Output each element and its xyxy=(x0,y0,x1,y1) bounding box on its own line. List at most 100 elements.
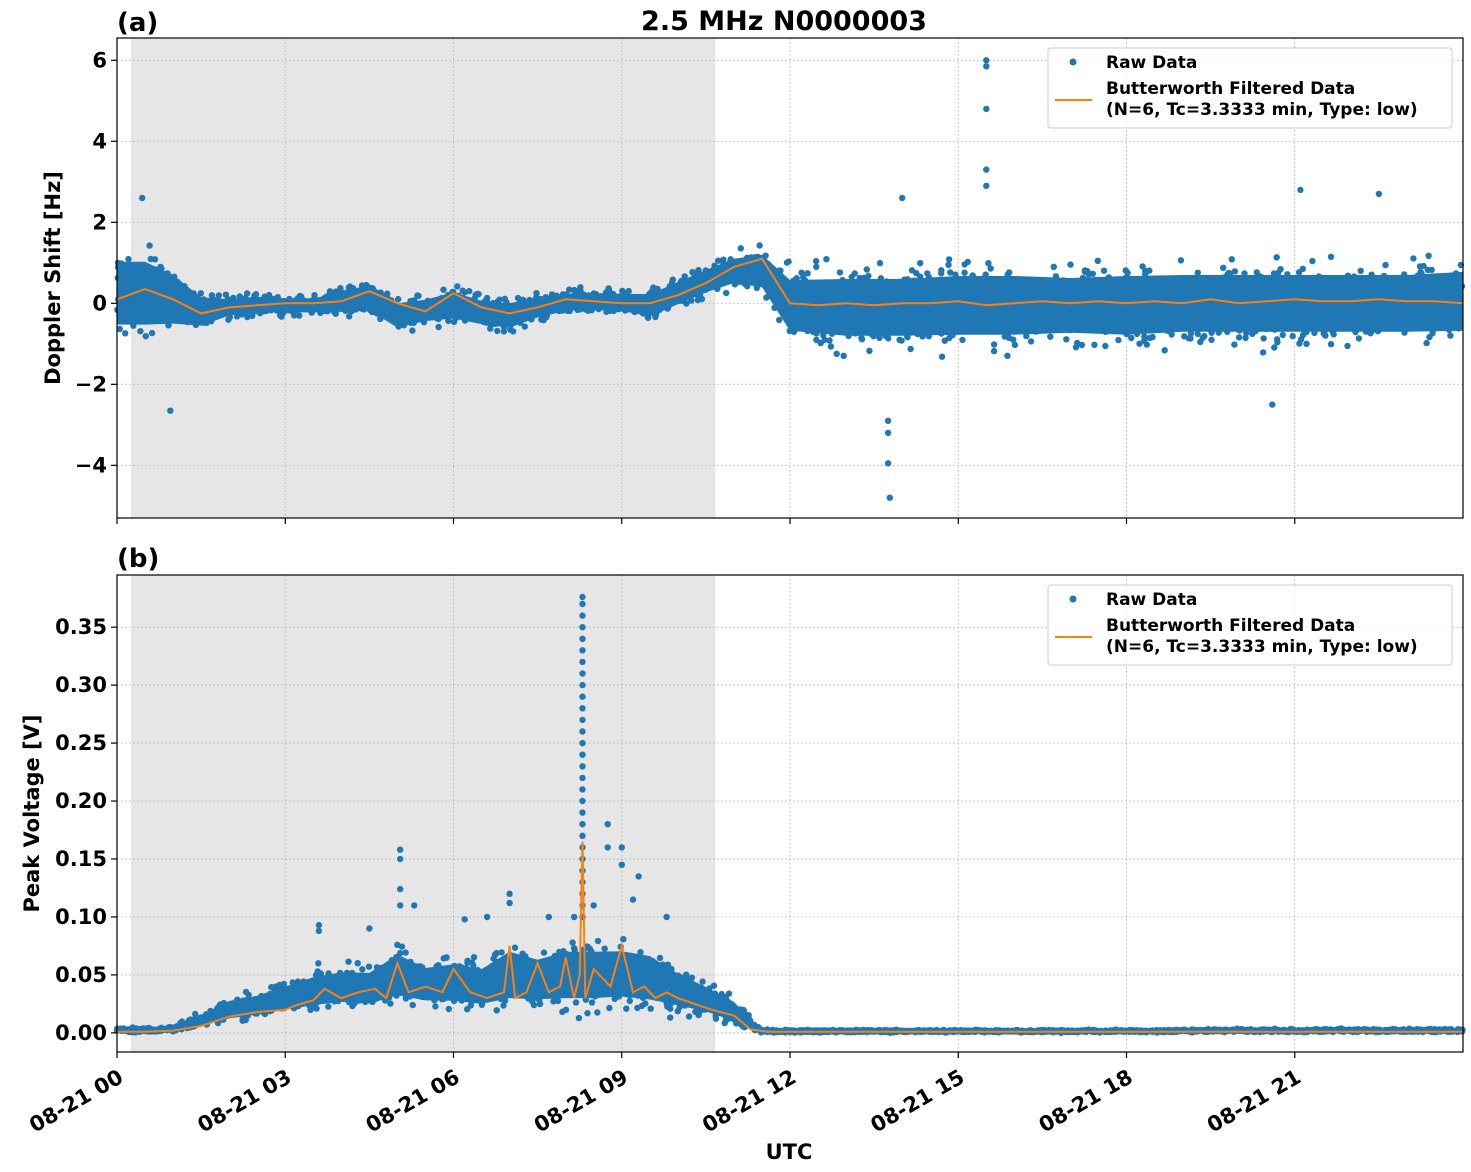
raw-data-point xyxy=(674,1008,681,1015)
raw-data-point xyxy=(959,336,966,344)
panel-b-voltage: 0.000.050.100.150.200.250.300.35 (b) Pea… xyxy=(20,544,1466,1164)
raw-data-outlier xyxy=(983,166,990,173)
raw-data-point xyxy=(365,963,373,970)
raw-data-point xyxy=(1231,341,1238,348)
raw-data-point xyxy=(272,983,279,990)
raw-data-point xyxy=(812,257,820,265)
raw-data-point xyxy=(865,272,872,280)
raw-data-point xyxy=(813,263,820,270)
raw-data-point xyxy=(122,330,129,337)
raw-data-point xyxy=(566,286,573,293)
raw-data-point xyxy=(737,245,744,252)
raw-data-point xyxy=(1289,332,1296,340)
raw-data-point xyxy=(1124,269,1131,277)
raw-data-outlier xyxy=(886,494,893,501)
raw-data-point xyxy=(723,289,730,297)
panel-a-raw-data xyxy=(114,57,1466,501)
raw-data-point xyxy=(1027,338,1035,345)
raw-data-point xyxy=(1047,333,1054,340)
raw-data-point xyxy=(1344,342,1351,350)
raw-data-point xyxy=(938,353,946,360)
raw-data-point xyxy=(315,960,322,967)
raw-data-point xyxy=(252,291,260,298)
raw-data-point xyxy=(1177,257,1185,264)
figure-title: 2.5 MHz N0000003 xyxy=(641,6,927,37)
raw-data-point xyxy=(721,1019,728,1027)
raw-data-point xyxy=(1231,268,1239,275)
raw-data-point xyxy=(823,256,830,263)
raw-data-point xyxy=(685,1013,693,1020)
raw-data-point xyxy=(1011,341,1019,349)
raw-data-point xyxy=(938,270,945,277)
raw-data-point xyxy=(1201,332,1208,340)
panel-a-legend-params: (N=6, Tc=3.3333 min, Type: low) xyxy=(1106,100,1418,120)
raw-data-point xyxy=(345,958,352,965)
raw-data-point xyxy=(584,943,591,950)
raw-data-point xyxy=(225,316,232,323)
raw-data-point xyxy=(667,1014,674,1021)
raw-data-point xyxy=(1259,349,1267,356)
raw-data-point xyxy=(945,256,953,263)
panel-a-shaded-span xyxy=(131,38,716,518)
y-tick-label: 0 xyxy=(92,291,107,315)
raw-data-point xyxy=(664,1003,671,1010)
raw-data-point xyxy=(326,288,334,295)
raw-data-point xyxy=(1297,336,1305,343)
raw-data-point xyxy=(498,949,505,956)
raw-data-point xyxy=(435,323,442,331)
raw-data-point xyxy=(1228,256,1236,263)
raw-data-point xyxy=(793,275,800,282)
raw-data-point xyxy=(450,318,458,325)
raw-data-point xyxy=(961,269,968,276)
raw-data-point xyxy=(620,936,627,943)
raw-data-point xyxy=(594,937,602,945)
raw-data-point xyxy=(990,347,998,355)
raw-data-point xyxy=(494,327,501,335)
raw-data-point xyxy=(606,1004,613,1012)
raw-data-point xyxy=(689,269,696,276)
raw-data-point xyxy=(1141,333,1148,340)
raw-data-point xyxy=(533,290,540,297)
raw-data-point xyxy=(577,284,584,291)
raw-data-point xyxy=(964,258,971,266)
raw-data-point xyxy=(409,327,416,334)
raw-data-point xyxy=(197,290,204,297)
y-tick-label: 4 xyxy=(92,129,107,153)
raw-data-point xyxy=(278,313,285,320)
raw-data-point xyxy=(1274,339,1281,346)
raw-data-point xyxy=(1242,334,1249,341)
raw-data-point xyxy=(511,944,519,951)
raw-data-point xyxy=(1142,270,1149,278)
raw-data-point xyxy=(296,312,303,319)
raw-data-point xyxy=(625,287,632,295)
raw-data-point xyxy=(571,286,578,294)
raw-data-point xyxy=(443,954,450,961)
raw-data-point xyxy=(1063,336,1070,343)
panel-a-x-ticks xyxy=(116,518,1296,524)
raw-data-point xyxy=(496,296,503,303)
raw-data-point xyxy=(1146,334,1154,342)
raw-data-point xyxy=(440,286,447,293)
raw-data-point xyxy=(1004,352,1011,359)
raw-data-point xyxy=(1410,255,1417,262)
panel-a-legend-raw: Raw Data xyxy=(1106,53,1197,73)
raw-data-point xyxy=(1168,331,1175,338)
raw-data-outlier xyxy=(983,182,990,189)
raw-data-point xyxy=(945,261,952,268)
raw-data-point xyxy=(148,329,156,337)
raw-data-point xyxy=(1253,269,1261,276)
raw-data-point xyxy=(798,269,805,276)
raw-data-point xyxy=(1208,336,1215,343)
raw-data-point xyxy=(669,276,676,283)
raw-data-point xyxy=(588,999,596,1006)
raw-data-point xyxy=(1279,331,1287,339)
raw-data-point xyxy=(536,1000,544,1008)
raw-data-point xyxy=(694,296,702,304)
raw-data-point xyxy=(941,337,948,344)
raw-data-point xyxy=(1447,332,1454,339)
raw-data-point xyxy=(249,312,256,320)
raw-data-point xyxy=(1194,269,1202,276)
raw-data-point xyxy=(947,269,954,276)
